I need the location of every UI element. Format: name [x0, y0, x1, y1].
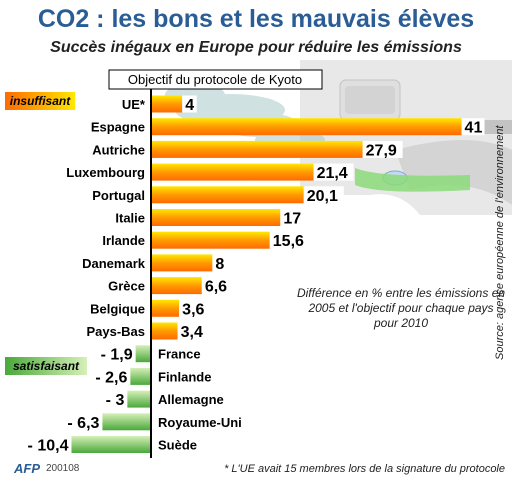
bar-category-label: Luxembourg [66, 165, 145, 180]
chart-title: CO2 : les bons et les mauvais élèves [37, 5, 475, 33]
bar-category-label: Pays-Bas [86, 324, 145, 339]
kyoto-objective-callout: Objectif du protocole de Kyoto [108, 69, 323, 90]
bar-value-box [362, 140, 403, 158]
group-label-insufficient: insuffisant [10, 94, 71, 108]
bar-value-label: 15,6 [273, 233, 304, 250]
bar-series: UE* 4 Espagne 41 Autriche 27,9 Luxembourg 21,4 P… [28, 95, 485, 455]
chart-subtitle: Succès inégaux en Europe pour réduire le… [50, 39, 462, 56]
bar-value-box [177, 322, 210, 340]
bar-value-label: - 2,6 [95, 369, 127, 386]
bar-value-box [303, 186, 344, 204]
bar-value-box [461, 118, 485, 136]
bar-14 [102, 413, 150, 431]
bar-7 [152, 254, 213, 272]
kyoto-label: Objectif du protocole de Kyoto [128, 72, 302, 87]
bar-2 [152, 140, 363, 158]
bar-13 [127, 390, 150, 408]
bar-value-label: 4 [185, 97, 194, 114]
bar-category-label: Danemark [82, 256, 146, 271]
bar-value-label: 21,4 [317, 165, 348, 182]
bar-value-label: - 3 [106, 392, 125, 409]
bar-category-label: Grèce [108, 279, 145, 294]
group-label-satisfactory: satisfaisant [13, 359, 80, 373]
group-tag-good: satisfaisant [5, 357, 87, 375]
source-label: Source: agence européenne de l'environne… [494, 125, 506, 361]
bar-value-box [182, 95, 197, 113]
bar-value-label: 27,9 [366, 142, 397, 159]
bar-category-label: UE* [122, 97, 146, 112]
bar-value-label: 8 [215, 256, 224, 273]
bar-8 [152, 277, 202, 295]
kyoto-label-box [108, 69, 323, 90]
bar-value-box [201, 277, 234, 295]
agency-logo: AFP [14, 461, 40, 476]
bar-value-label: 6,6 [205, 279, 227, 296]
bar-category-label: Finlande [158, 369, 211, 384]
bar-value-label: - 10,4 [28, 438, 69, 455]
bar-11 [135, 345, 150, 363]
bar-15 [71, 436, 150, 453]
bar-category-label: France [158, 347, 201, 362]
bar-category-label: Italie [115, 211, 145, 226]
bar-value-label: - 1,9 [101, 347, 133, 364]
bar-value-box [212, 254, 227, 272]
bar-category-label: Portugal [92, 188, 145, 203]
bar-value-box [313, 163, 354, 181]
bar-value-label: 3,4 [181, 324, 203, 341]
bar-10 [152, 322, 178, 340]
bar-6 [152, 231, 270, 249]
group-tag-bad: insuffisant [5, 92, 75, 110]
bar-category-label: Espagne [91, 120, 145, 135]
bar-category-label: Irlande [102, 233, 145, 248]
bar-5 [152, 209, 281, 226]
bar-4 [152, 186, 304, 204]
bar-value-label: 3,6 [182, 301, 204, 318]
footnote: * L'UE avait 15 membres lors de la signa… [224, 463, 505, 475]
bar-category-label: Allemagne [158, 392, 224, 407]
bar-category-label: Royaume-Uni [158, 415, 242, 430]
bar-12 [130, 367, 150, 385]
bar-value-label: 41 [465, 120, 483, 137]
bar-1 [152, 118, 462, 136]
bar-value-label: 20,1 [307, 188, 338, 205]
bar-0 [152, 95, 183, 113]
bar-value-label: 17 [283, 211, 301, 228]
bar-value-label: - 6,3 [67, 415, 99, 432]
car-illustration [300, 60, 512, 215]
bar-value-box [269, 231, 310, 249]
bar-9 [152, 299, 180, 317]
chart-note: Différence en % entre les émissions en 2… [296, 286, 506, 330]
bar-3 [152, 163, 314, 181]
bar-category-label: Belgique [90, 301, 145, 316]
bar-category-label: Autriche [92, 142, 145, 157]
bar-value-box [179, 299, 211, 317]
bar-value-box [280, 209, 304, 226]
bar-category-label: Suède [158, 438, 197, 453]
credit-date: 200108 [46, 463, 80, 474]
